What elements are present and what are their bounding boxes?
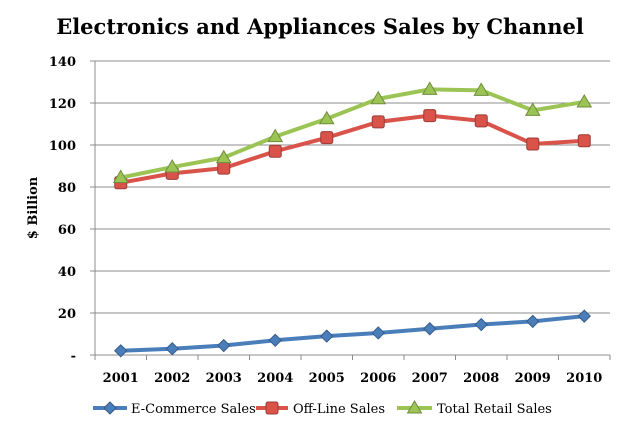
data-point xyxy=(423,322,437,336)
data-point xyxy=(474,317,488,332)
y-tick-label: - xyxy=(71,349,76,364)
series-line xyxy=(120,113,585,185)
data-point xyxy=(112,169,129,184)
data-point xyxy=(215,149,232,164)
series-lines xyxy=(112,81,593,358)
x-tick-label: 2005 xyxy=(309,371,345,386)
legend: E-Commerce Sales Off-Line Sales Total Reta… xyxy=(93,400,552,417)
data-point xyxy=(423,109,437,123)
x-tick-label: 2001 xyxy=(103,371,139,386)
legend-item: E-Commerce Sales xyxy=(93,401,256,417)
y-tick-label: 140 xyxy=(49,55,76,70)
x-tick-label: 2010 xyxy=(566,371,602,386)
legend-label: Total Retail Sales xyxy=(437,402,552,417)
data-point xyxy=(577,309,591,323)
chart-title: Electronics and Appliances Sales by Chan… xyxy=(56,14,584,39)
data-point xyxy=(526,137,540,151)
data-point xyxy=(165,341,179,356)
legend-label: Off-Line Sales xyxy=(293,402,385,417)
data-point xyxy=(320,131,334,145)
y-tick-label: 20 xyxy=(58,307,76,322)
data-point xyxy=(164,159,181,173)
legend-item: Off-Line Sales xyxy=(256,401,385,417)
y-axis-label: $ Billion xyxy=(26,176,41,239)
data-point xyxy=(267,128,284,143)
series-e-commerce-sales xyxy=(114,309,591,358)
data-point xyxy=(217,161,231,175)
data-point xyxy=(421,81,438,95)
legend-marker xyxy=(103,401,117,415)
data-point xyxy=(526,314,540,329)
legend-item: Total Retail Sales xyxy=(397,400,552,417)
data-point xyxy=(474,114,488,128)
axes: - 20 40 60 80 100 120 140 2001 2002 2003 2004 2005 20… xyxy=(49,55,611,386)
data-point xyxy=(576,93,593,108)
x-tick-label: 2008 xyxy=(463,371,499,386)
x-tick-label: 2003 xyxy=(206,371,242,386)
x-tick-label: 2002 xyxy=(154,371,190,386)
y-tick-label: 120 xyxy=(49,97,76,112)
y-tick-label: 60 xyxy=(58,223,76,238)
data-point xyxy=(371,115,385,129)
data-point xyxy=(320,329,334,343)
legend-marker xyxy=(406,400,423,414)
series-off-line-sales xyxy=(114,109,591,190)
data-point xyxy=(268,144,282,158)
x-tick-label: 2004 xyxy=(257,371,293,386)
data-point xyxy=(114,344,128,358)
data-point xyxy=(577,134,591,148)
data-point xyxy=(370,90,387,105)
gridlines xyxy=(95,60,610,314)
y-tick-label: 80 xyxy=(58,181,76,196)
data-point xyxy=(318,110,335,125)
y-tick-label: 100 xyxy=(49,139,76,154)
x-tick-label: 2006 xyxy=(360,371,396,386)
x-tick-label: 2009 xyxy=(515,371,551,386)
data-point xyxy=(524,102,541,116)
legend-marker xyxy=(265,401,279,415)
y-tick-label: 40 xyxy=(58,265,76,280)
data-point xyxy=(371,326,385,340)
legend-label: E-Commerce Sales xyxy=(131,402,256,417)
x-tick-label: 2007 xyxy=(412,371,448,386)
data-point xyxy=(268,333,282,348)
data-point xyxy=(473,82,490,96)
series-total-retail-sales xyxy=(112,81,593,184)
data-point xyxy=(217,338,231,353)
series-line xyxy=(120,87,585,180)
series-line xyxy=(120,314,585,353)
